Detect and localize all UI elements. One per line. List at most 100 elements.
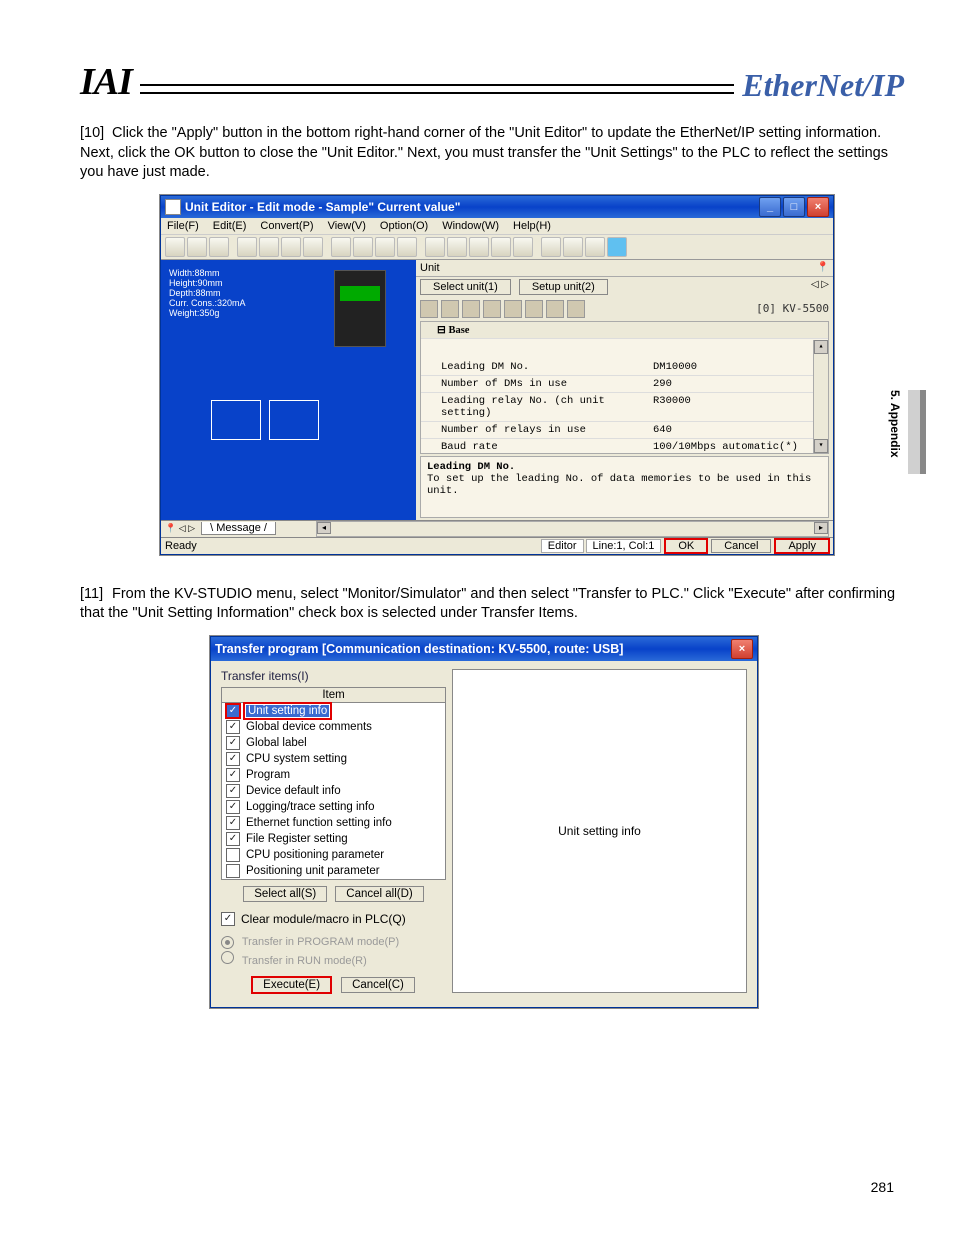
toolbar-icon[interactable]: [303, 237, 323, 257]
toolbar-icon[interactable]: [513, 237, 533, 257]
transfer-item[interactable]: ✓Global label: [222, 735, 445, 751]
slot-1[interactable]: [211, 400, 261, 440]
setting-row[interactable]: Number of relays in use640: [421, 422, 828, 439]
toolbar-icon[interactable]: [585, 237, 605, 257]
pin-icon[interactable]: 📍: [817, 262, 829, 273]
toolbar-icon[interactable]: [541, 237, 561, 257]
item-checkbox[interactable]: ✓: [226, 800, 240, 814]
close-button[interactable]: ×: [807, 197, 829, 217]
toolbar-icon[interactable]: [535, 237, 539, 255]
item-checkbox[interactable]: ✓: [226, 752, 240, 766]
unit-toolbar-icon[interactable]: [462, 300, 480, 318]
toolbar-icon[interactable]: [397, 237, 417, 257]
select-all-button[interactable]: Select all(S): [243, 886, 327, 902]
cancel-button[interactable]: Cancel(C): [341, 977, 415, 993]
toolbar-icon[interactable]: [607, 237, 627, 257]
ok-button[interactable]: OK: [665, 539, 707, 553]
transfer-items-list[interactable]: Item ✓Unit setting info✓Global device co…: [221, 687, 446, 880]
unit-toolbar-icon[interactable]: [567, 300, 585, 318]
cancel-button[interactable]: Cancel: [711, 539, 771, 553]
transfer-item[interactable]: CPU positioning parameter: [222, 847, 445, 863]
side-tab-label: 5. Appendix: [888, 390, 902, 458]
clear-module-checkbox[interactable]: ✓: [221, 912, 235, 926]
minimize-button[interactable]: _: [759, 197, 781, 217]
unit-toolbar-icon[interactable]: [504, 300, 522, 318]
transfer-item[interactable]: Positioning unit parameter: [222, 863, 445, 879]
titlebar[interactable]: Unit Editor - Edit mode - Sample" Curren…: [161, 196, 833, 218]
item-checkbox[interactable]: ✓: [226, 832, 240, 846]
apply-button[interactable]: Apply: [775, 539, 829, 553]
menu-item[interactable]: View(V): [328, 220, 366, 232]
vertical-scrollbar[interactable]: ▴▾: [813, 340, 828, 453]
toolbar-icon[interactable]: [281, 237, 301, 257]
toolbar-icon[interactable]: [375, 237, 395, 257]
slot-2[interactable]: [269, 400, 319, 440]
setting-row[interactable]: Number of DMs in use290: [421, 376, 828, 393]
toolbar-icon[interactable]: [187, 237, 207, 257]
close-button[interactable]: ×: [731, 639, 753, 659]
select-unit-button[interactable]: Select unit(1): [420, 279, 511, 295]
toolbar-icon[interactable]: [165, 237, 185, 257]
horizontal-scrollbar[interactable]: ◂▸: [316, 521, 829, 537]
maximize-button[interactable]: □: [783, 197, 805, 217]
settings-grid[interactable]: ⊟ Base Leading DM No.DM10000Number of DM…: [420, 321, 829, 454]
toolbar-icon[interactable]: [237, 237, 257, 257]
unit-toolbar-icon[interactable]: [441, 300, 459, 318]
toolbar-icon[interactable]: [325, 237, 329, 255]
item-checkbox[interactable]: ✓: [226, 768, 240, 782]
toolbar-icon[interactable]: [331, 237, 351, 257]
menu-item[interactable]: Window(W): [442, 220, 499, 232]
window-title: Unit Editor - Edit mode - Sample" Curren…: [185, 200, 460, 214]
setup-unit-button[interactable]: Setup unit(2): [519, 279, 608, 295]
item-checkbox[interactable]: ✓: [226, 816, 240, 830]
base-header[interactable]: Base: [448, 325, 469, 336]
toolbar-icon[interactable]: [353, 237, 373, 257]
toolbar-icon[interactable]: [491, 237, 511, 257]
unit-toolbar-icon[interactable]: [483, 300, 501, 318]
plc-image: [334, 270, 386, 347]
toolbar-icon[interactable]: [231, 237, 235, 255]
setting-row[interactable]: Leading relay No. (ch unit setting)R3000…: [421, 393, 828, 422]
menu-item[interactable]: Help(H): [513, 220, 551, 232]
item-checkbox[interactable]: ✓: [226, 784, 240, 798]
execute-button[interactable]: Execute(E): [252, 977, 331, 993]
unit-toolbar[interactable]: [0] KV-5500: [416, 297, 833, 321]
unit-toolbar-icon[interactable]: [525, 300, 543, 318]
transfer-item[interactable]: ✓CPU system setting: [222, 751, 445, 767]
menubar[interactable]: File(F) Edit(E) Convert(P) View(V) Option(O)…: [161, 218, 833, 234]
item-checkbox[interactable]: [226, 848, 240, 862]
item-checkbox[interactable]: ✓: [226, 704, 240, 718]
transfer-item[interactable]: ✓Program: [222, 767, 445, 783]
toolbar-icon[interactable]: [425, 237, 445, 257]
transfer-item[interactable]: ✓Logging/trace setting info: [222, 799, 445, 815]
menu-item[interactable]: File(F): [167, 220, 199, 232]
toolbar-icon[interactable]: [563, 237, 583, 257]
nav-arrows[interactable]: ◁ ▷: [811, 279, 829, 295]
message-tab[interactable]: \ Message /: [201, 522, 276, 535]
unit-toolbar-icon[interactable]: [420, 300, 438, 318]
menu-item[interactable]: Option(O): [380, 220, 428, 232]
toolbar-icon[interactable]: [447, 237, 467, 257]
transfer-item[interactable]: ✓Ethernet function setting info: [222, 815, 445, 831]
setting-row[interactable]: Leading DM No.DM10000: [421, 359, 828, 376]
toolbar-icon[interactable]: [259, 237, 279, 257]
cancel-all-button[interactable]: Cancel all(D): [335, 886, 423, 902]
toolbar-icon[interactable]: [469, 237, 489, 257]
transfer-item[interactable]: ✓Device default info: [222, 783, 445, 799]
toolbar-icon[interactable]: [419, 237, 423, 255]
transfer-item[interactable]: ✓Unit setting info: [222, 703, 445, 719]
toolbar-icon[interactable]: [209, 237, 229, 257]
setting-row[interactable]: Baud rate100/10Mbps automatic(*): [421, 439, 828, 454]
toolbar[interactable]: [161, 234, 833, 260]
unit-toolbar-icon[interactable]: [546, 300, 564, 318]
item-checkbox[interactable]: ✓: [226, 736, 240, 750]
menu-item[interactable]: Convert(P): [260, 220, 313, 232]
item-column-header: Item: [222, 688, 445, 703]
item-checkbox[interactable]: [226, 864, 240, 878]
titlebar[interactable]: Transfer program [Communication destinat…: [211, 637, 757, 661]
transfer-item[interactable]: ✓Global device comments: [222, 719, 445, 735]
preview-pane: Unit setting info: [452, 669, 747, 993]
item-checkbox[interactable]: ✓: [226, 720, 240, 734]
menu-item[interactable]: Edit(E): [213, 220, 247, 232]
transfer-item[interactable]: ✓File Register setting: [222, 831, 445, 847]
